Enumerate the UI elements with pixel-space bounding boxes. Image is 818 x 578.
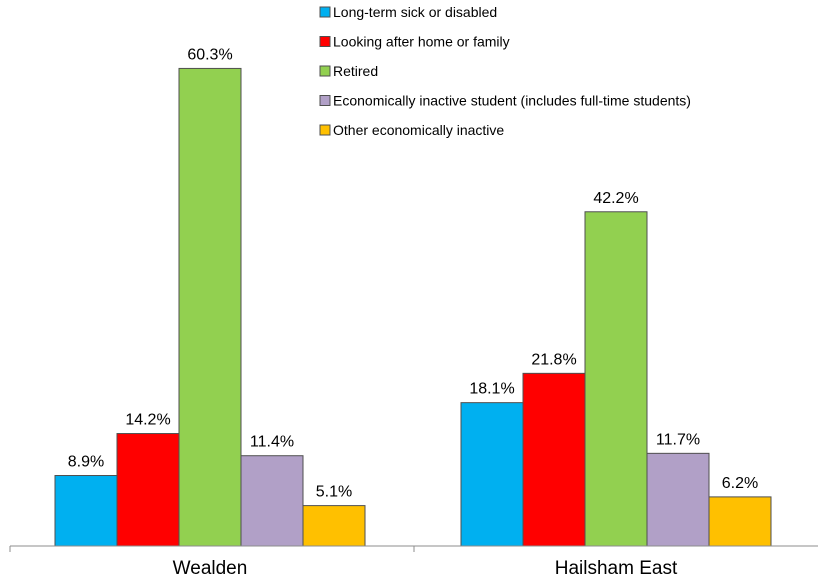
bar-labels: 8.9% 14.2% 60.3% 11.4% 5.1% 18.1% 21.8% 42.2% 11… xyxy=(68,46,758,500)
bar-value-label: 18.1% xyxy=(469,381,514,398)
bar-value-label: 60.3% xyxy=(187,46,232,63)
legend-label: Retired xyxy=(333,63,378,79)
bar-value-label: 11.7% xyxy=(656,431,700,448)
bar-value-label: 21.8% xyxy=(531,351,576,368)
bar-1-1 xyxy=(522,372,586,547)
bar-1-4 xyxy=(708,496,772,547)
legend-item: Economically inactive student (includes … xyxy=(319,93,691,109)
legend-swatch xyxy=(319,124,331,136)
category-label: Wealden xyxy=(173,558,248,578)
bar-0-4 xyxy=(302,505,366,547)
bar-value-label: 14.2% xyxy=(125,412,170,429)
legend-label: Looking after home or family xyxy=(333,34,510,50)
bar-1-3 xyxy=(646,452,710,547)
bar-1-0 xyxy=(460,402,524,547)
bar-value-label: 6.2% xyxy=(722,475,758,492)
legend-swatch xyxy=(319,6,331,18)
legend-swatch xyxy=(319,95,331,106)
bar-0-0 xyxy=(54,475,118,547)
legend-item: Long-term sick or disabled xyxy=(319,4,497,20)
bar-0-2 xyxy=(178,67,242,547)
bar-0-1 xyxy=(116,433,180,547)
legend-item: Looking after home or family xyxy=(319,34,510,50)
bar-1-2 xyxy=(584,211,648,547)
category-labels: Wealden Hailsham East xyxy=(173,558,678,578)
bar-0-3 xyxy=(240,455,304,547)
bar-value-label: 11.4% xyxy=(250,434,294,451)
bars xyxy=(54,67,772,547)
legend-label: Other economically inactive xyxy=(333,122,504,138)
category-label: Hailsham East xyxy=(555,558,678,578)
legend-swatch xyxy=(319,65,331,77)
bar-value-label: 8.9% xyxy=(68,454,104,471)
legend-label: Economically inactive student (includes … xyxy=(333,93,691,109)
legend-label: Long-term sick or disabled xyxy=(333,4,497,20)
legend-item: Retired xyxy=(319,63,378,79)
bar-value-label: 42.2% xyxy=(593,190,638,207)
legend-swatch xyxy=(319,36,331,47)
bar-value-label: 5.1% xyxy=(316,484,352,501)
legend: Long-term sick or disabled Looking after … xyxy=(319,4,691,138)
legend-item: Other economically inactive xyxy=(319,122,504,138)
